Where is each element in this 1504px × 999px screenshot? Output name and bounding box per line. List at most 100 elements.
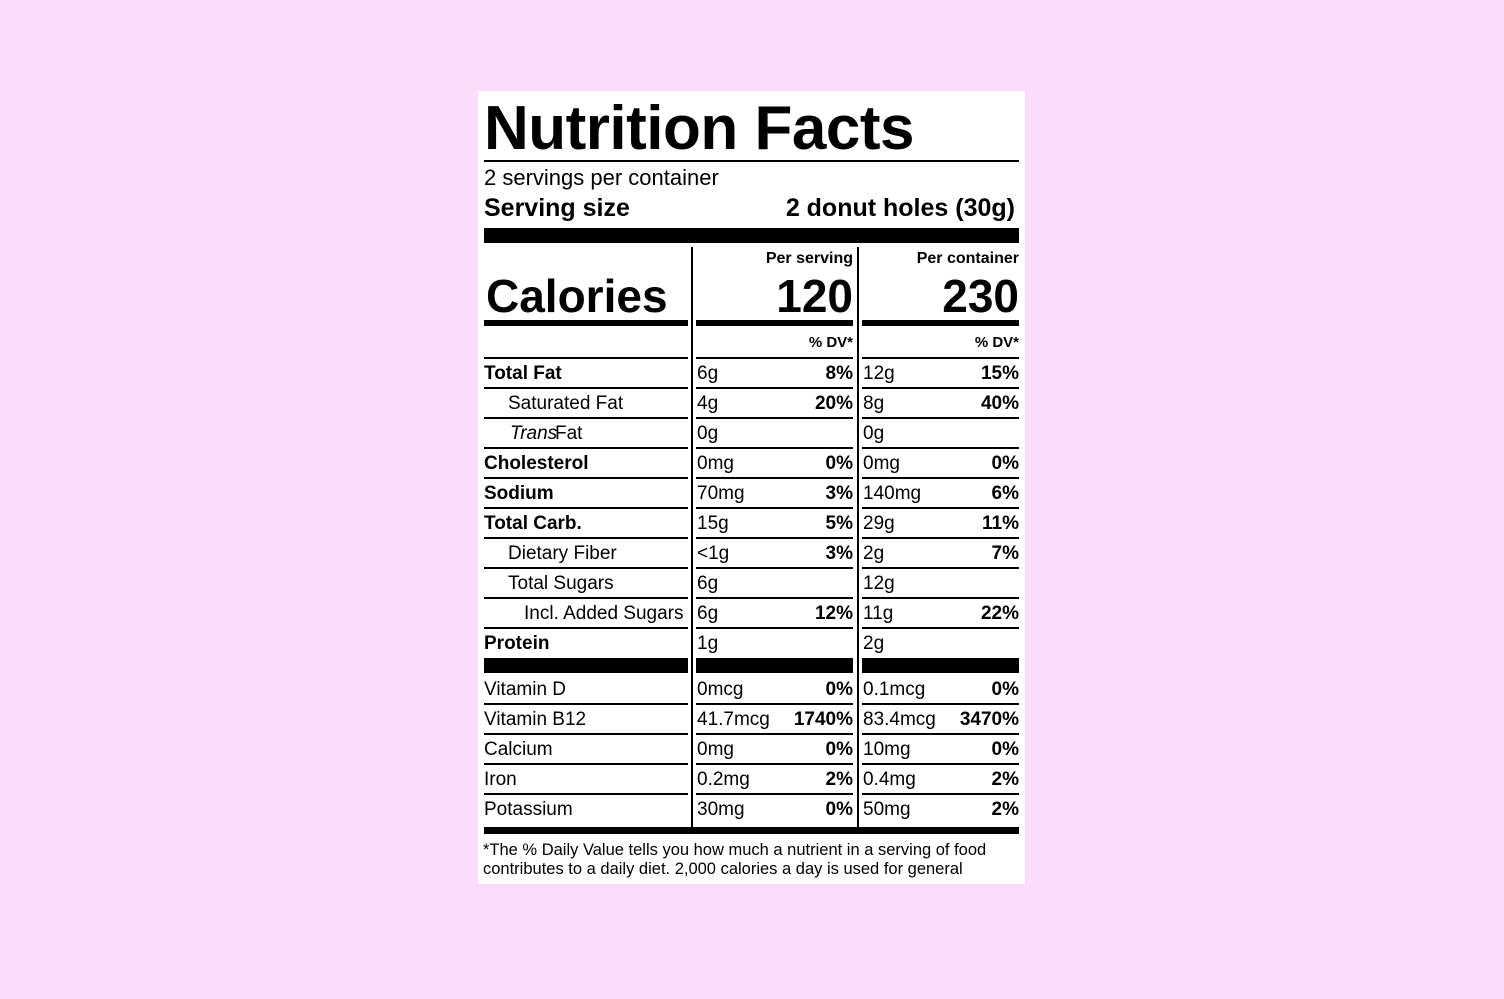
rule [862,597,1019,599]
rule [696,567,853,569]
amount: 83.4mcg [863,709,936,730]
rule [696,703,853,705]
amount: 12g [863,363,895,384]
daily-value: 40% [980,393,1019,414]
daily-value: 5% [825,513,853,534]
rule [862,477,1019,479]
nutrient-name: Protein [484,633,550,654]
rule [484,320,688,326]
amount: 29g [863,513,895,534]
daily-value: 0% [825,799,853,820]
amount: 6g [697,573,719,594]
thick-rule [862,658,1019,673]
nutrient-name: Potassium [484,799,573,820]
thick-rule [696,658,853,673]
rule [862,387,1019,389]
rule [696,417,853,419]
column-divider [691,247,693,827]
daily-value: 8% [825,363,853,384]
nutrient-name: Total Sugars [508,573,614,594]
title: Nutrition Facts [484,94,914,163]
amount: 4g [697,393,719,414]
rule [484,417,688,419]
amount: 1g [697,633,719,654]
nutrient-name: Sodium [484,483,554,504]
nutrient-name: Trans [510,423,558,444]
nutrient-name: Cholesterol [484,453,589,474]
dv-heading: % DV* [808,334,853,351]
daily-value: 12% [814,603,853,624]
daily-value: 0% [991,679,1019,700]
daily-value: 3% [825,483,853,504]
rule [484,447,688,449]
rule [862,627,1019,629]
nutrient-name: Vitamin B12 [484,709,587,730]
calories-label: Calories [486,270,668,322]
daily-value: 3% [825,543,853,564]
rule [696,477,853,479]
daily-value: 0% [825,739,853,760]
serving-size: 2 donut holes (30g) [785,194,1015,222]
daily-value: 6% [991,483,1019,504]
nutrient-name: Total Carb. [484,513,582,534]
nutrient-name: Calcium [484,739,553,760]
rule [696,320,853,326]
amount: 2g [863,543,885,564]
nutrient-name: Incl. Added Sugars [524,603,684,624]
rule [862,763,1019,765]
amount: 0mcg [697,679,744,700]
daily-value: 20% [814,393,853,414]
daily-value: 7% [991,543,1019,564]
rule [696,537,853,539]
footnote: *The % Daily Value tells you how much a … [483,841,987,878]
servings: 2 servings per container [484,165,719,190]
amount: 0mg [697,453,734,474]
rule [696,763,853,765]
daily-value: 2% [825,769,853,790]
rule [484,733,688,735]
rule [696,357,853,359]
amount: 6g [697,603,719,624]
amount: 15g [697,513,729,534]
rule [862,447,1019,449]
rule [862,417,1019,419]
amount: 6g [697,363,719,384]
daily-value: 2% [991,769,1019,790]
thick-rule [484,228,1019,243]
amount: 10mg [863,739,911,760]
calories-value: 230 [942,270,1019,322]
rule [484,567,688,569]
calories-value: 120 [776,270,853,322]
amount: 140mg [863,483,922,504]
rule [862,793,1019,795]
amount: <1g [697,543,730,564]
rule [484,793,688,795]
amount: 11g [863,603,894,624]
rule [862,357,1019,359]
rule [484,703,688,705]
nutrient-name: Dietary Fiber [508,543,617,564]
rule [696,387,853,389]
daily-value: 22% [980,603,1019,624]
calories-heading: Per container [916,250,1019,267]
rule [484,387,688,389]
rule [862,733,1019,735]
nutrient-name: Iron [484,769,517,790]
rule [484,507,688,509]
amount: 0.2mg [697,769,750,790]
thick-rule [484,658,688,673]
amount: 0g [697,423,719,444]
nutrition-label: Nutrition Facts 2 servings per container… [478,91,1025,884]
daily-value: 15% [980,363,1019,384]
nutrient-name: Total Fat [484,363,562,384]
rule [484,477,688,479]
nutrient-name: Vitamin D [484,679,567,700]
amount: 0.4mg [863,769,916,790]
amount: 0g [863,423,885,444]
amount: 30mg [697,799,745,820]
amount: 0.1mcg [863,679,926,700]
rule [862,507,1019,509]
rule [696,507,853,509]
daily-value: 0% [825,453,853,474]
